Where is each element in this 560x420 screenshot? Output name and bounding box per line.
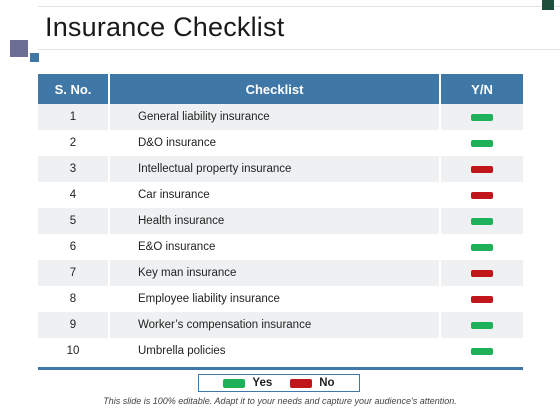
row-serial-number: 9 <box>38 312 108 338</box>
table-body: 1 General liability insurance 2 D&O insuran… <box>38 104 523 364</box>
row-serial-number: 6 <box>69 241 77 253</box>
row-status-cell <box>441 312 523 338</box>
status-yes-indicator <box>471 139 493 147</box>
row-status-cell <box>441 286 523 312</box>
status-yes-indicator <box>471 347 493 355</box>
row-status-cell <box>441 338 523 364</box>
table-row: 7 Key man insurance <box>38 260 523 286</box>
row-checklist-item: General liability insurance <box>110 104 439 130</box>
table-row: 2 D&O insurance <box>38 130 523 156</box>
top-divider <box>38 6 560 7</box>
row-serial-number: 10 <box>66 345 80 357</box>
header-checklist: Checklist <box>110 74 439 104</box>
row-status-cell <box>441 208 523 234</box>
row-serial-number: 4 <box>69 189 77 201</box>
status-yes-indicator <box>471 243 493 251</box>
header-yes-no: Y/N <box>441 74 523 104</box>
row-serial-number: 3 <box>38 156 108 182</box>
row-status-cell <box>441 260 523 286</box>
status-no-indicator <box>471 165 493 173</box>
legend-no-label: No <box>319 377 335 389</box>
title-divider <box>38 49 560 50</box>
row-serial-number: 8 <box>69 293 77 305</box>
row-checklist-item: Umbrella policies <box>138 345 226 357</box>
footer-note: This slide is 100% editable. Adapt it to… <box>103 396 457 406</box>
row-checklist-item: Car insurance <box>138 189 210 201</box>
row-status-cell <box>441 130 523 156</box>
status-no-indicator <box>471 295 493 303</box>
legend: Yes No <box>198 374 360 392</box>
legend-yes-swatch <box>223 378 246 388</box>
status-yes-indicator <box>471 321 493 329</box>
table-row: 10 Umbrella policies <box>38 338 523 364</box>
status-yes-indicator <box>471 113 493 121</box>
status-yes-indicator <box>471 217 493 225</box>
slide-title: Insurance Checklist <box>45 12 285 42</box>
row-serial-number: 5 <box>38 208 108 234</box>
title-accent-square-large <box>10 40 28 57</box>
table-row: 1 General liability insurance <box>38 104 523 130</box>
table-row: 3 Intellectual property insurance <box>38 156 523 182</box>
table-row: 6 E&O insurance <box>38 234 523 260</box>
row-checklist-item: Health insurance <box>110 208 439 234</box>
table-row: 8 Employee liability insurance <box>38 286 523 312</box>
row-status-cell <box>441 182 523 208</box>
row-status-cell <box>441 156 523 182</box>
row-checklist-item: Intellectual property insurance <box>110 156 439 182</box>
checklist-table: S. No. Checklist Y/N 1 General liability … <box>38 74 523 364</box>
status-no-indicator <box>471 191 493 199</box>
table-row: 9 Worker’s compensation insurance <box>38 312 523 338</box>
row-serial-number: 1 <box>38 104 108 130</box>
table-row: 4 Car insurance <box>38 182 523 208</box>
row-status-cell <box>441 234 523 260</box>
status-no-indicator <box>471 269 493 277</box>
row-checklist-item: Employee liability insurance <box>138 293 280 305</box>
row-serial-number: 2 <box>69 137 77 149</box>
row-status-cell <box>441 104 523 130</box>
row-checklist-item: E&O insurance <box>138 241 216 253</box>
header-serial-number: S. No. <box>38 74 108 104</box>
row-checklist-item: Worker’s compensation insurance <box>110 312 439 338</box>
legend-yes-label: Yes <box>252 377 273 389</box>
table-header-row: S. No. Checklist Y/N <box>38 74 523 104</box>
row-checklist-item: Key man insurance <box>110 260 439 286</box>
legend-no-swatch <box>290 378 313 388</box>
corner-accent-square <box>542 0 554 10</box>
row-checklist-item: D&O insurance <box>138 137 216 149</box>
row-serial-number: 7 <box>38 260 108 286</box>
table-bottom-rule <box>38 367 523 370</box>
table-row: 5 Health insurance <box>38 208 523 234</box>
title-accent-square-small <box>30 53 39 62</box>
